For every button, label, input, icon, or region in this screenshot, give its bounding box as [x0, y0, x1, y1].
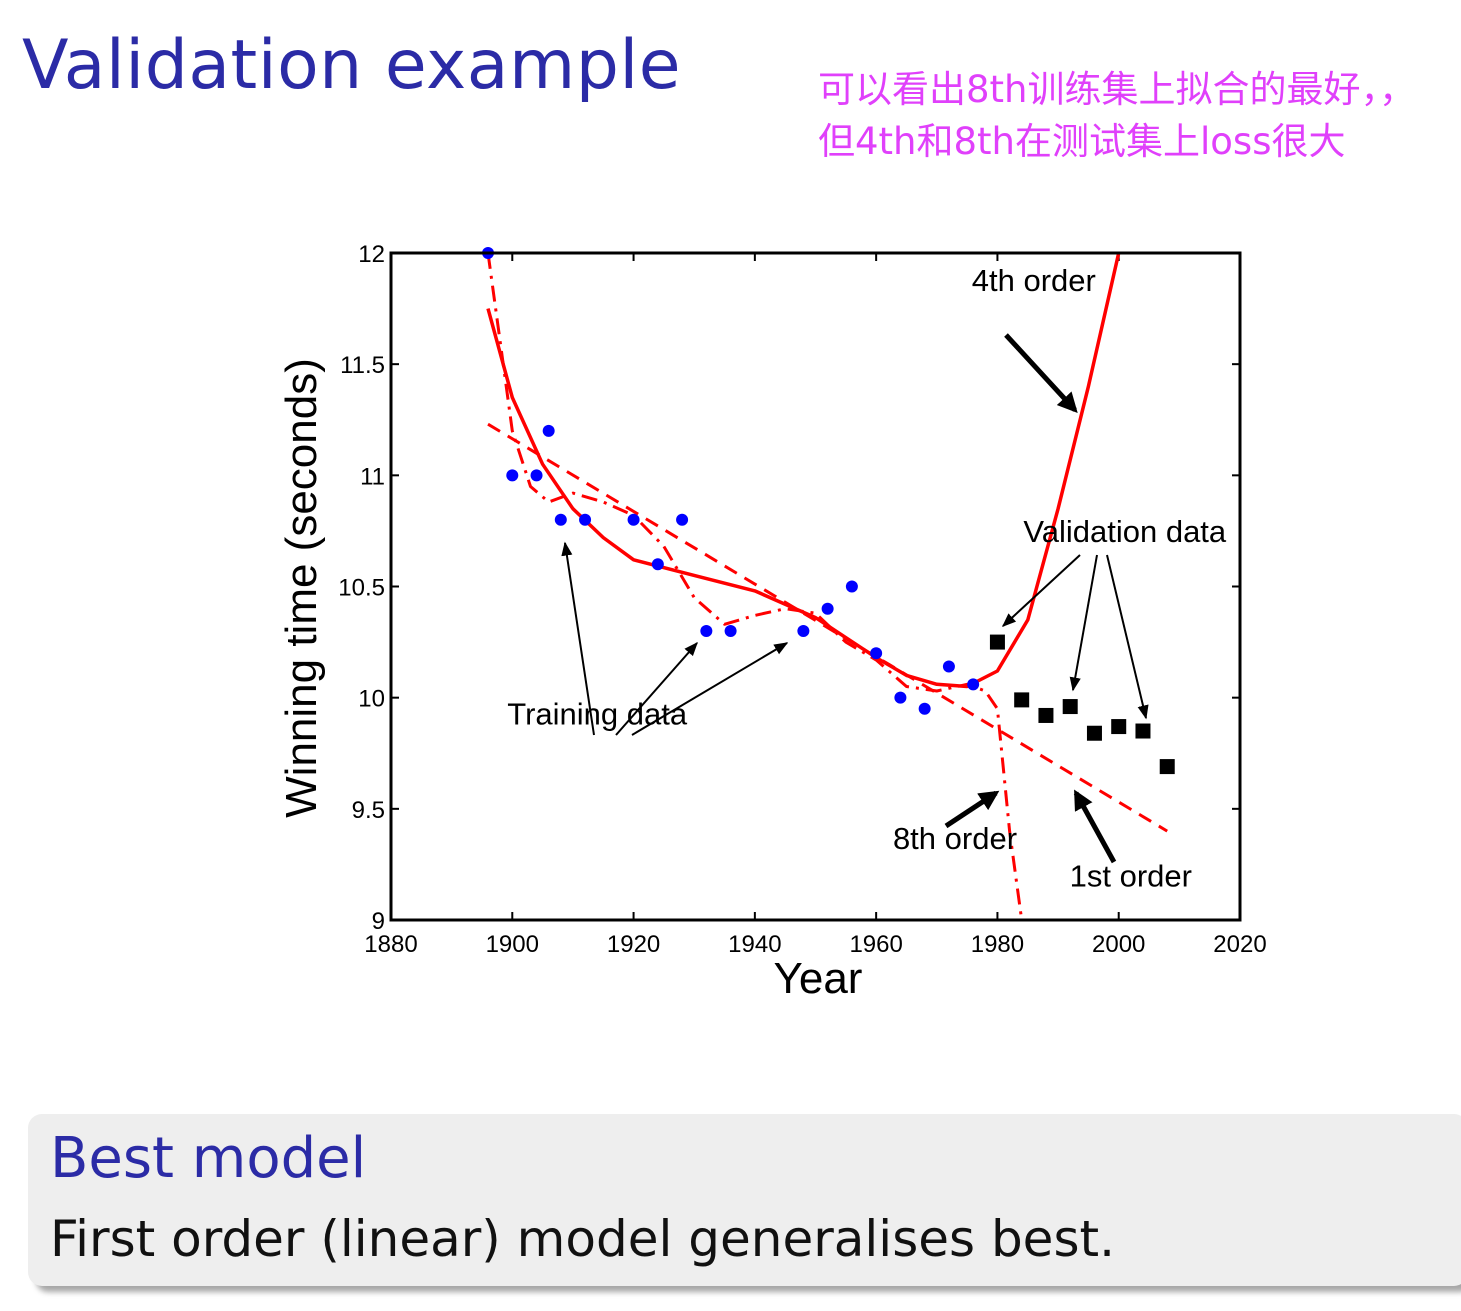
training-point — [942, 660, 955, 673]
training-point — [967, 678, 980, 691]
y-tick-label: 9 — [372, 908, 385, 935]
training-point — [845, 580, 858, 593]
y-tick-label: 11.5 — [340, 352, 385, 379]
y-tick-label: 11 — [360, 463, 385, 490]
x-tick-labels: 1880 1900 1920 1940 1960 1980 2000 2020 — [364, 931, 1266, 958]
annotation-training-data: Training data — [507, 696, 688, 731]
validation-point — [989, 634, 1005, 650]
validation-point — [1062, 699, 1078, 715]
x-tick-label: 1880 — [364, 931, 417, 958]
fit-line-4th-order — [486, 253, 1121, 689]
training-point — [821, 602, 834, 615]
annotation-1st-order: 1st order — [1070, 859, 1192, 894]
axis-ticks — [390, 252, 1241, 921]
annotation-note: 可以看出8th训练集上拟合的最好，，但4th和8th在测试集上loss很大 — [818, 68, 1416, 163]
y-tick-label: 9.5 — [352, 797, 385, 824]
arrow-thick — [1004, 333, 1078, 413]
training-point — [627, 513, 640, 526]
training-point — [530, 469, 543, 482]
validation-point — [1014, 692, 1030, 708]
block-title: Best model — [50, 1126, 367, 1191]
training-point — [724, 624, 737, 637]
x-axis-label: Year — [774, 954, 863, 1003]
x-tick-label: 2000 — [1092, 931, 1145, 958]
y-axis-label: Winning time (seconds) — [277, 358, 326, 818]
best-model-block: Best model First order (linear) model ge… — [28, 1114, 1461, 1286]
training-point — [797, 624, 810, 637]
validation-point — [1159, 759, 1175, 775]
block-body: First order (linear) model generalises b… — [50, 1210, 1115, 1268]
training-point — [542, 424, 555, 437]
validation-point — [1086, 725, 1102, 741]
training-point — [554, 513, 567, 526]
x-tick-label: 1940 — [728, 931, 781, 958]
chart: 1880 1900 1920 1940 1960 1980 2000 2020 9 9.5 10 1… — [277, 241, 1267, 1003]
training-point — [894, 691, 907, 704]
arrow-thick — [944, 790, 1000, 829]
validation-point — [1135, 723, 1151, 739]
y-tick-labels: 9 9.5 10 10.5 11 11.5 12 — [338, 241, 385, 935]
x-tick-label: 2020 — [1213, 931, 1266, 958]
y-tick-label: 10.5 — [338, 575, 385, 602]
arrow-line — [615, 641, 698, 736]
plot-frame — [389, 251, 1242, 922]
annotation-8th-order: 8th order — [893, 821, 1017, 856]
fit-lines — [486, 253, 1168, 920]
validation-point — [1038, 707, 1054, 723]
arrow-line — [1001, 554, 1081, 627]
arrow-line — [1069, 554, 1098, 692]
training-point — [870, 647, 883, 660]
arrow-line — [561, 541, 595, 736]
y-tick-label: 10 — [358, 686, 385, 713]
x-tick-label: 1960 — [849, 931, 902, 958]
training-points — [482, 247, 980, 715]
annotation-4th-order: 4th order — [972, 263, 1096, 298]
training-point — [676, 513, 689, 526]
slide-title: Validation example — [22, 26, 682, 105]
annotation-arrows — [561, 333, 1149, 864]
training-point — [579, 513, 592, 526]
validation-point — [1111, 719, 1127, 735]
training-point — [918, 702, 931, 715]
arrow-thick — [1073, 789, 1117, 864]
x-tick-label: 1980 — [971, 931, 1024, 958]
training-point — [506, 469, 519, 482]
arrow-line — [631, 642, 789, 736]
validation-points — [989, 634, 1175, 775]
x-tick-label: 1900 — [486, 931, 539, 958]
annotation-validation-data: Validation data — [1023, 514, 1227, 549]
arrow-line — [1106, 554, 1149, 720]
y-tick-label: 12 — [358, 241, 385, 268]
training-point — [700, 624, 713, 637]
training-point — [651, 558, 664, 571]
x-tick-label: 1920 — [607, 931, 660, 958]
